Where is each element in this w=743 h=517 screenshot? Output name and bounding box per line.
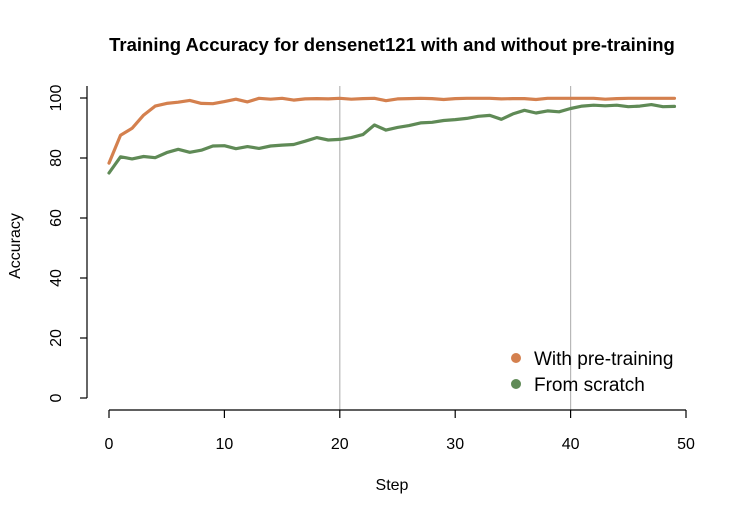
chart-title: Training Accuracy for densenet121 with a… bbox=[109, 34, 675, 55]
y-tick-label: 60 bbox=[48, 209, 65, 227]
x-tick-label: 20 bbox=[331, 436, 349, 453]
x-tick-label: 10 bbox=[216, 436, 234, 453]
x-tick-label: 30 bbox=[446, 436, 464, 453]
legend: With pre-training From scratch bbox=[511, 349, 673, 396]
series-line-from-scratch bbox=[107, 102, 677, 175]
y-axis-label: Accuracy bbox=[7, 213, 24, 279]
legend-marker bbox=[511, 379, 521, 389]
legend-marker bbox=[511, 353, 521, 363]
x-tick-label: 40 bbox=[562, 436, 580, 453]
x-tick-label: 0 bbox=[105, 436, 114, 453]
series-lines bbox=[107, 96, 677, 175]
x-axis-ticks: 0 10 20 30 40 50 bbox=[105, 410, 695, 453]
y-tick-label: 80 bbox=[48, 149, 65, 167]
series-line-with-pre-training bbox=[107, 96, 677, 165]
legend-label: From scratch bbox=[534, 375, 645, 396]
x-axis-label: Step bbox=[376, 477, 409, 494]
y-tick-label: 0 bbox=[48, 393, 65, 402]
y-tick-label: 40 bbox=[48, 269, 65, 287]
x-tick-label: 50 bbox=[677, 436, 695, 453]
y-tick-label: 20 bbox=[48, 329, 65, 347]
y-axis-ticks: 0 20 40 60 80 100 bbox=[48, 85, 87, 402]
y-tick-label: 100 bbox=[48, 85, 65, 112]
legend-label: With pre-training bbox=[534, 349, 673, 370]
